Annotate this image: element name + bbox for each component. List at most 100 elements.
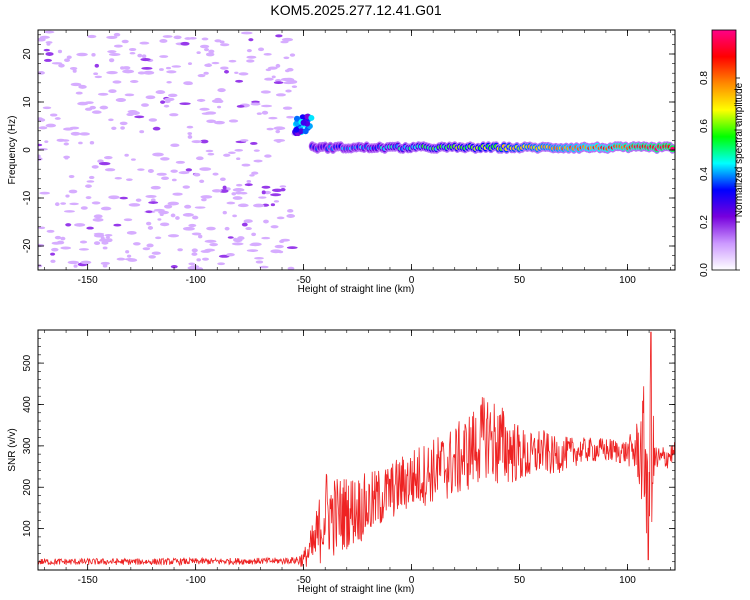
spectrogram-cell (86, 226, 94, 230)
spectrogram-cell (102, 246, 108, 250)
spectrogram-cell (203, 47, 210, 52)
spectrogram-cell (169, 113, 179, 117)
spectrogram-cell (141, 103, 149, 107)
spectrogram-cell (280, 40, 289, 44)
y-tick-label: -10 (22, 190, 33, 205)
spectrogram-cell (251, 171, 259, 175)
spectrogram-cell (38, 154, 41, 158)
spectrogram-cell (84, 107, 93, 111)
spectrogram-cell (260, 90, 271, 94)
spectrogram-cell (102, 264, 108, 268)
spectrogram-cell (261, 236, 271, 240)
spectrogram-cell (299, 114, 306, 121)
spectrogram-cell (186, 125, 194, 129)
spectrogram-cell (199, 167, 212, 171)
spectrogram-cell (108, 89, 117, 94)
spectrogram-cell (208, 49, 215, 54)
spectrogram-cell (261, 110, 269, 115)
spectrogram-cell (283, 56, 290, 60)
spectrogram-cell (145, 210, 153, 213)
spectrogram-cell (199, 139, 209, 144)
spectrogram-cell (187, 135, 193, 139)
spectrogram-cell (180, 41, 190, 46)
spectrogram-cell (298, 128, 305, 135)
spectrogram-cell (194, 206, 206, 209)
spectrogram-cell (188, 262, 196, 266)
spectrogram-cell (186, 82, 193, 86)
spectrogram-cell (91, 52, 96, 57)
spectrogram-cell (246, 49, 252, 53)
spectrogram-cell (246, 55, 257, 59)
spectrogram-cell (49, 113, 58, 117)
spectrogram-cell (204, 63, 213, 67)
spectrogram-cell (291, 85, 298, 89)
spectrogram-cell (140, 57, 151, 62)
spectrogram-cell (134, 115, 145, 119)
spectrogram-cell (209, 242, 218, 247)
spectrogram-cell (217, 105, 222, 109)
spectrogram-cell (300, 119, 307, 126)
figure-title: KOM5.2025.277.12.41.G01 (270, 2, 441, 18)
spectrogram-cell (69, 126, 80, 130)
spectrogram-cell (231, 192, 237, 196)
spectrogram-cell (76, 52, 88, 57)
spectrogram-cell (130, 111, 141, 115)
spectrogram-cell (148, 118, 158, 122)
spectrogram-cell (157, 218, 162, 221)
spectrogram-cell (100, 261, 110, 265)
spectrogram-cell (69, 66, 78, 70)
spectrogram-cell (228, 151, 236, 154)
spectrogram-cell (258, 196, 267, 199)
spectrogram-cell (151, 251, 161, 255)
spectrogram-cell (146, 243, 154, 248)
spectrogram-cell (111, 126, 117, 130)
spectrogram-cell (139, 41, 150, 45)
colorbar-ticks: 0.0 0.2 0.4 0.6 0.8 (699, 71, 740, 277)
spectrogram-cell (249, 174, 255, 177)
spectrogram-cell (150, 185, 161, 190)
spectrogram-cell (51, 62, 63, 65)
spectrogram-cell (73, 264, 78, 268)
spectrogram-cell (38, 71, 45, 75)
spectrogram-cell (119, 121, 128, 126)
spectrogram-cell (78, 84, 87, 89)
spectrogram-cell (211, 61, 220, 65)
spectrogram-cell (224, 69, 229, 74)
spectrogram-cell (273, 139, 286, 142)
spectrogram-cell (234, 71, 239, 75)
spectrogram-cell (244, 183, 253, 187)
spectrogram-cell (93, 233, 105, 238)
spectrogram-cell (261, 190, 266, 195)
snr-y-label: SNR (v/v) (7, 428, 18, 471)
spectrogram-cell (201, 112, 211, 115)
spectrogram-cell (161, 176, 170, 180)
spectrogram-cell (104, 233, 113, 237)
spectrogram-cell (115, 97, 127, 102)
spectrogram-cell (139, 130, 145, 134)
spectrogram-cell (107, 50, 117, 54)
spectrogram-cell (94, 75, 103, 79)
spectrogram-cell (89, 141, 95, 145)
spectrogram-cell (177, 248, 183, 252)
spectrogram-cell (113, 223, 122, 227)
spectrogram-cell (293, 120, 300, 127)
spectrogram-cell (199, 44, 210, 49)
spectrogram-y-label: Frequency (Hz) (7, 116, 18, 185)
spectrogram-cell (124, 93, 135, 97)
spectrogram-cell (126, 178, 133, 181)
spectrogram-cell (201, 37, 209, 41)
spectrogram-cell (97, 159, 104, 164)
spectrogram-cell (64, 156, 69, 160)
spectrogram-cell (268, 116, 278, 120)
spectrogram-cell (222, 185, 227, 190)
colorbar: 0.0 0.2 0.4 0.6 0.8 Normalized spectral ampl… (699, 29, 745, 277)
spectrogram-cell (39, 191, 51, 195)
spectrogram-cell (188, 223, 197, 228)
spectrogram-cell (54, 235, 62, 240)
spectrogram-cell (273, 81, 284, 84)
spectrogram-cell (246, 249, 259, 252)
spectrogram-cell (275, 34, 283, 38)
spectrogram-cell (204, 239, 217, 243)
spectrogram-cell (185, 168, 193, 172)
